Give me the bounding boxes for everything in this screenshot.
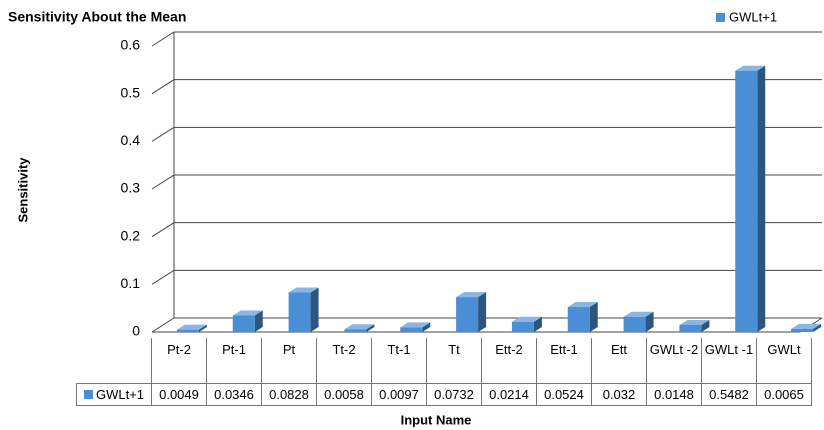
value-label: 0.0097 (371, 383, 427, 406)
bar (791, 328, 814, 332)
bar-top (791, 323, 822, 329)
bar-side (645, 311, 654, 332)
x-axis-title: Input Name (401, 412, 472, 427)
y-tick-label: 0.3 (121, 180, 141, 196)
category-label: Pt-1 (206, 338, 262, 384)
bar (288, 292, 311, 332)
bar (623, 316, 646, 332)
bar (456, 297, 479, 332)
legend-label: GWLt+1 (95, 387, 145, 402)
value-label: 0.0049 (151, 383, 207, 406)
bar-top (679, 319, 710, 325)
chart-title: Sensitivity About the Mean (8, 9, 186, 25)
value-label: 0.0148 (646, 383, 702, 406)
bar-side (589, 302, 598, 332)
grid-line (151, 222, 822, 238)
bar-side (366, 324, 375, 332)
bar-side (701, 319, 710, 332)
grid-line (151, 79, 822, 95)
category-label: Ett-1 (536, 338, 592, 384)
bar-top (176, 324, 207, 330)
category-label: Ett-2 (481, 338, 537, 384)
bar (344, 329, 367, 332)
bar-side (478, 292, 487, 332)
bar-side (254, 310, 263, 332)
bar-top (288, 287, 319, 293)
bar (176, 329, 199, 332)
value-label: 0.0524 (536, 383, 592, 406)
legend-key (716, 13, 725, 22)
y-tick-label: 0.6 (121, 37, 141, 53)
category-label: Ett (591, 338, 647, 384)
bar (679, 324, 702, 332)
value-label: 0.5482 (701, 383, 757, 406)
value-label: 0.0214 (481, 383, 537, 406)
value-label: 0.0065 (756, 383, 812, 406)
category-row: Pt-2 Pt-1 Pt Tt-2 Tt-1 Tt Ett-2 Ett-1 Ett GWLt -2… (77, 338, 812, 384)
value-label: 0.0732 (426, 383, 482, 406)
table-legend: GWLt+1 (76, 383, 152, 406)
grid-line (151, 31, 822, 47)
data-table: Pt-2 Pt-1 Pt Tt-2 Tt-1 Tt Ett-2 Ett-1 Ett GWLt -2… (76, 338, 812, 406)
bar-top (400, 322, 431, 328)
bar (400, 327, 423, 332)
legend-key (83, 390, 93, 399)
grid-line (151, 269, 822, 285)
bar-top (344, 324, 375, 330)
category-label: GWLt -1 (701, 338, 757, 384)
bar-side (757, 65, 766, 332)
y-tick-label: 0.2 (121, 227, 141, 243)
bar-top (456, 292, 487, 298)
bar-side (813, 323, 822, 332)
category-label: GWLt -2 (646, 338, 702, 384)
bar-top (567, 302, 598, 308)
category-label: Tt-2 (316, 338, 372, 384)
bar (511, 321, 534, 332)
category-label: Pt-2 (151, 338, 207, 384)
category-label: GWLt (756, 338, 812, 384)
category-label: Pt (261, 338, 317, 384)
y-axis-title: Sensitivity (15, 157, 30, 223)
bar (567, 307, 590, 332)
bar-top (735, 65, 766, 71)
legend-label: GWLt+1 (729, 9, 777, 24)
bar (232, 315, 255, 332)
value-label: 0.0058 (316, 383, 372, 406)
y-tick-label: 0.1 (121, 275, 141, 291)
bar (735, 70, 758, 332)
grid-line (151, 174, 822, 190)
bar-top (511, 316, 542, 322)
bar-side (533, 316, 542, 332)
y-tick-label: 0.4 (121, 132, 141, 148)
blank-cell (77, 338, 152, 384)
bar-top (623, 311, 654, 317)
grid-line (151, 126, 822, 142)
y-tick-label: 0.5 (121, 84, 141, 100)
bar-side (198, 324, 207, 332)
value-label: 0.0346 (206, 383, 262, 406)
category-label: Tt (426, 338, 482, 384)
value-row: GWLt+1 0.0049 0.0346 0.0828 0.0058 0.0097 0.07… (76, 383, 812, 406)
category-label: Tt-1 (371, 338, 427, 384)
y-tick-label: 0 (132, 323, 140, 339)
bar-side (422, 322, 431, 332)
value-label: 0.0828 (261, 383, 317, 406)
bar-top (232, 310, 263, 316)
bar-side (310, 287, 319, 332)
value-label: 0.032 (591, 383, 647, 406)
